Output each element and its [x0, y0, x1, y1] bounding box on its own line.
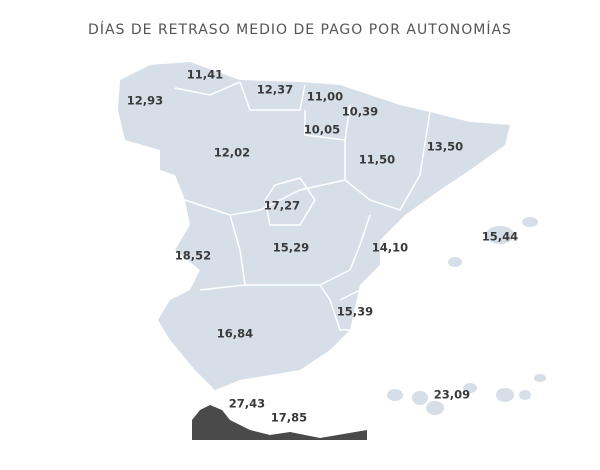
inset-area [192, 405, 367, 440]
region-label: 10,05 [304, 123, 340, 137]
region-label: 15,39 [337, 305, 373, 319]
region-label: 12,37 [257, 83, 293, 97]
region-label: 13,50 [427, 140, 463, 154]
region-label: 17,27 [264, 199, 300, 213]
land [118, 62, 546, 415]
region-label: 11,50 [359, 153, 395, 167]
region-label: 11,41 [187, 68, 223, 82]
region-label: 17,85 [271, 411, 307, 425]
region-label: 14,10 [372, 241, 408, 255]
region-label: 27,43 [229, 397, 265, 411]
region-label: 18,52 [175, 249, 211, 263]
region-label: 15,44 [482, 230, 518, 244]
region-borders [174, 81, 431, 331]
region-label: 11,00 [307, 90, 343, 104]
region-label: 23,09 [434, 388, 470, 402]
region-label: 10,39 [342, 105, 378, 119]
region-label: 12,02 [214, 146, 250, 160]
region-label: 15,29 [273, 241, 309, 255]
region-label: 12,93 [127, 94, 163, 108]
map-title: DÍAS DE RETRASO MEDIO DE PAGO POR AUTONO… [88, 21, 512, 38]
region-label: 16,84 [217, 327, 253, 341]
